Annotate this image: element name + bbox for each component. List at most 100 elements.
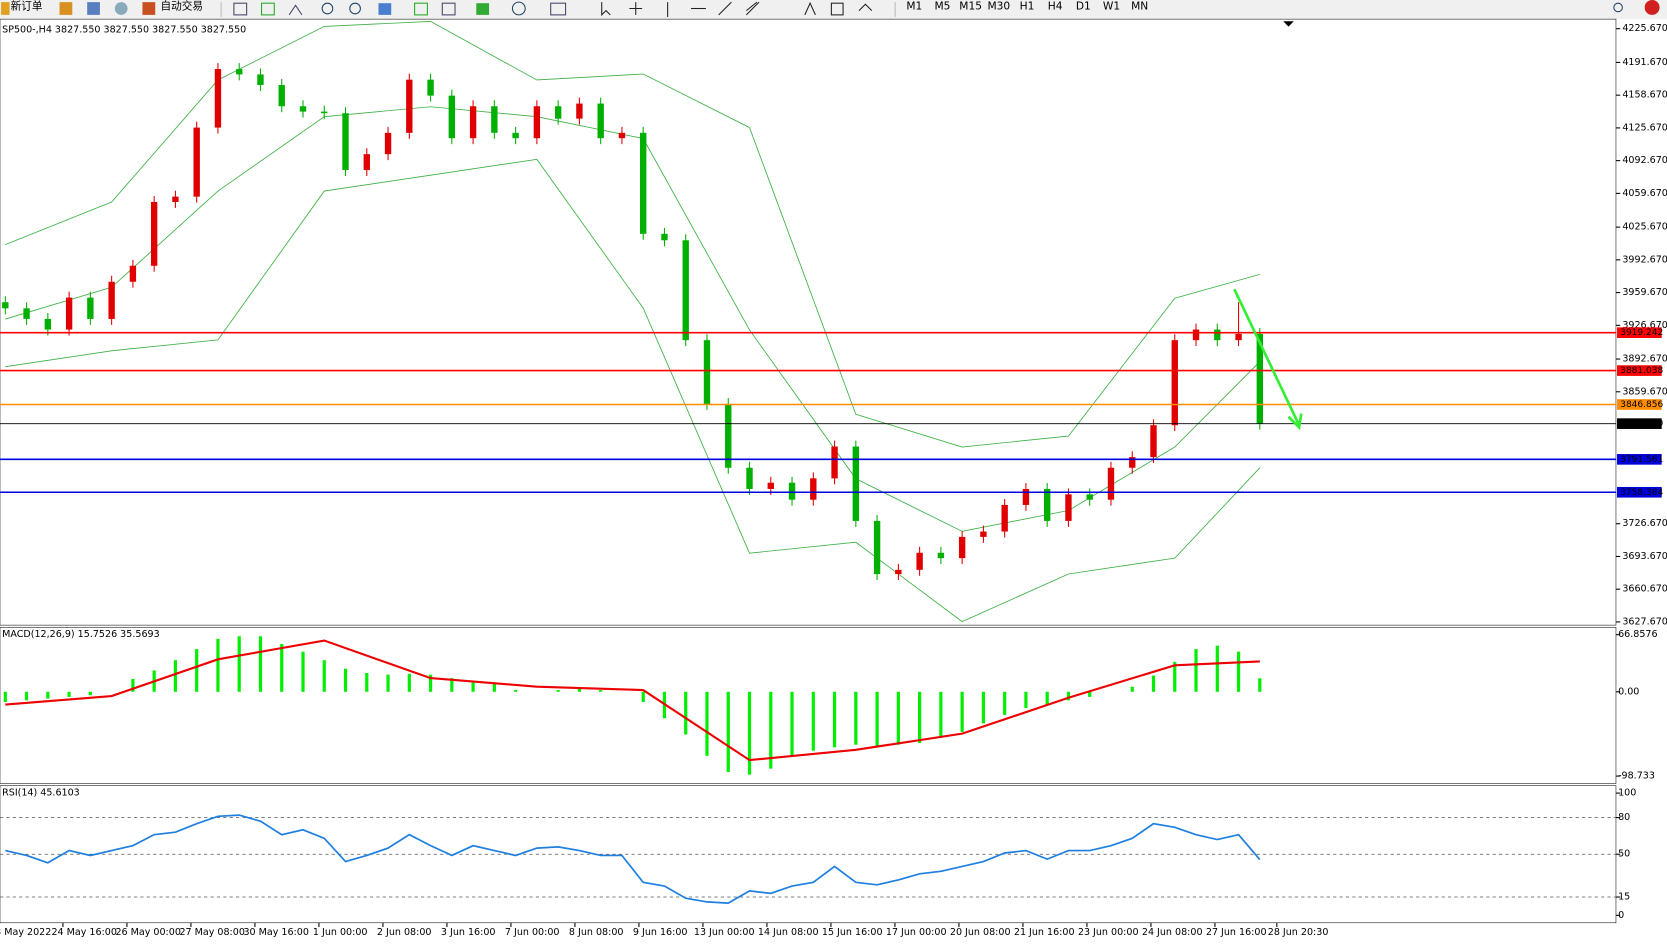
macd-bar (747, 691, 752, 775)
crosshair-tool[interactable] (629, 2, 643, 15)
toolbar-icon[interactable] (114, 2, 128, 15)
timeframe-button[interactable]: H4 (1048, 0, 1063, 12)
new-order-button[interactable]: 新订单 (11, 0, 43, 12)
toolbar-icon[interactable] (441, 2, 456, 16)
new-order-icon[interactable] (1, 2, 10, 15)
trendline-tool[interactable] (718, 1, 732, 16)
price-level-tag (1617, 399, 1662, 410)
y-tick-label: 3892.670 (1622, 354, 1667, 365)
macd-bar (896, 691, 900, 745)
toolbar-icon[interactable] (59, 2, 73, 15)
macd-bar (1236, 651, 1241, 692)
macd-panel (0, 626, 1617, 784)
toolbar-icon[interactable] (378, 3, 392, 15)
macd-bar (301, 651, 305, 692)
candle-body (1001, 504, 1008, 532)
toolbar-icon[interactable] (87, 2, 100, 15)
shift-marker (1283, 21, 1294, 27)
x-tick-label: 14 Jun 08:00 (758, 927, 819, 938)
candle-body (87, 297, 94, 319)
timeframe-button[interactable]: H1 (1020, 0, 1035, 12)
x-tick-label: 20 Jun 08:00 (950, 927, 1011, 938)
zoom-out[interactable] (349, 2, 361, 15)
macd-bar (1151, 675, 1156, 692)
timeframe-button[interactable]: M15 (959, 0, 982, 12)
candle-body (23, 308, 30, 319)
candle-body (44, 318, 52, 330)
y-tick-label: 66.8576 (1618, 629, 1657, 640)
candle-body (831, 446, 838, 479)
toolbar-icon[interactable] (233, 2, 248, 16)
channel-tool[interactable] (745, 1, 760, 16)
timeframe-button[interactable]: M5 (935, 0, 951, 12)
timeframe-button[interactable]: W1 (1103, 0, 1120, 12)
indicators-button[interactable] (476, 3, 490, 15)
candle-body (214, 69, 222, 128)
macd-bar (1258, 678, 1262, 692)
y-tick-label: 3992.670 (1622, 254, 1667, 265)
macd-bar (1194, 649, 1198, 692)
candle-body (469, 106, 477, 139)
candle-body (937, 552, 945, 559)
macd-bar (726, 691, 730, 773)
toolbar-icon[interactable] (288, 4, 303, 16)
cursor-tool[interactable] (601, 2, 611, 17)
timeframe-button[interactable]: M30 (987, 0, 1010, 12)
auto-trade-icon[interactable] (142, 2, 156, 15)
y-tick-label: 3959.670 (1622, 287, 1667, 298)
periods-button[interactable] (511, 1, 526, 16)
arrows-tool[interactable] (858, 3, 873, 12)
templates-button[interactable] (550, 2, 567, 16)
macd-title: MACD(12,26,9) 15.7526 35.5693 (2, 629, 160, 640)
text-tool[interactable] (804, 1, 816, 16)
candle-body (384, 132, 392, 155)
macd-signal (5, 639, 1260, 762)
candle-body (150, 201, 158, 266)
zoom-in[interactable] (321, 2, 334, 15)
toolbar-icon[interactable] (261, 2, 275, 16)
x-tick-label: 24 May 16:00 (51, 927, 116, 938)
main-panel (0, 18, 1617, 626)
price-level-tag (1617, 418, 1662, 429)
timeframe-button[interactable]: D1 (1076, 0, 1091, 12)
toolbar-icon[interactable] (414, 2, 428, 16)
y-tick-label: 3726.670 (1622, 518, 1667, 529)
notification[interactable] (1644, 0, 1660, 15)
label-tool[interactable] (830, 2, 844, 16)
macd-bar (386, 674, 390, 692)
auto-trade-button[interactable]: 自动交易 (161, 0, 204, 12)
candle-body (1022, 488, 1030, 505)
macd-bar (981, 691, 985, 724)
candle-body (1065, 494, 1072, 521)
macd-bar (514, 690, 518, 692)
macd-bar (343, 668, 348, 692)
y-tick-label: 4059.670 (1622, 188, 1667, 199)
candle-body (895, 569, 902, 575)
macd-bar (322, 660, 326, 692)
y-tick-label: 80 (1618, 812, 1630, 823)
price-level-label: 3791.561 (1620, 455, 1663, 465)
timeframe-button[interactable]: MN (1131, 0, 1148, 12)
macd-bar (237, 636, 241, 692)
x-tick-label: 27 May 08:00 (179, 927, 244, 938)
timeframe-button[interactable]: M1 (906, 0, 922, 12)
macd-bar (1024, 691, 1028, 709)
search[interactable] (1613, 2, 1623, 13)
candle-body (788, 482, 796, 500)
macd-bar (1088, 691, 1092, 697)
y-tick-label: 4191.670 (1622, 57, 1667, 68)
x-tick-label: 13 Jun 00:00 (694, 927, 755, 938)
macd-bar (3, 691, 7, 703)
macd-bar (556, 690, 560, 692)
price-level-label: 3881.038 (1620, 366, 1663, 376)
candle-body (406, 79, 413, 133)
x-tick-label: 23 Jun 00:00 (1078, 927, 1139, 938)
macd-bar (88, 691, 92, 696)
candle-body (746, 467, 753, 489)
x-tick-label: 8 Jun 08:00 (569, 927, 624, 938)
candle-body (129, 265, 137, 282)
candle-body (703, 340, 711, 404)
macd-bar (131, 678, 135, 692)
